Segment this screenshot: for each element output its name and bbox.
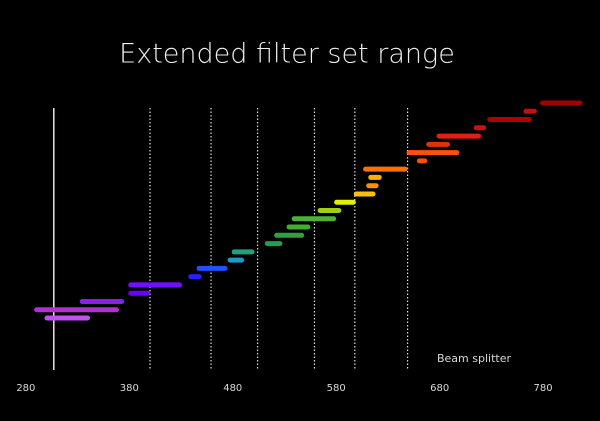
x-tick-label: 580 [327, 383, 346, 394]
filter-bar [231, 249, 255, 255]
filter-bar [274, 232, 305, 238]
filter-bar [128, 282, 183, 288]
filter-bar [188, 274, 202, 280]
filter-bar [79, 298, 125, 304]
filter-bar [227, 257, 245, 263]
filter-bar [353, 191, 376, 197]
x-tick-label: 680 [430, 383, 449, 394]
filter-bar [473, 125, 487, 131]
x-tick-label: 380 [120, 383, 139, 394]
filter-bar [487, 117, 532, 123]
filter-bar [334, 199, 356, 205]
x-tick-label: 780 [534, 383, 553, 394]
filter-bar [436, 133, 482, 139]
filter-bar [523, 108, 537, 114]
filter-bar [406, 150, 460, 156]
filter-bar [317, 208, 342, 213]
filter-bar [291, 216, 337, 222]
filter-bar [286, 224, 311, 230]
filter-bar [426, 141, 450, 147]
filter-bar [416, 158, 428, 164]
filter-bar [34, 307, 119, 313]
filter-bar [196, 265, 228, 271]
filter-bar [368, 174, 382, 180]
filter-bar [540, 100, 583, 106]
annotation: Beam splitter [437, 352, 511, 365]
x-tick-label: 480 [223, 383, 242, 394]
chart-title: Extended filter set range [119, 39, 455, 70]
filter-bar [128, 290, 150, 296]
filter-bar [44, 315, 90, 321]
filter-bar [363, 166, 408, 172]
filter-bar [366, 183, 379, 189]
filter-bar [264, 241, 283, 247]
x-tick-label: 280 [16, 383, 35, 394]
